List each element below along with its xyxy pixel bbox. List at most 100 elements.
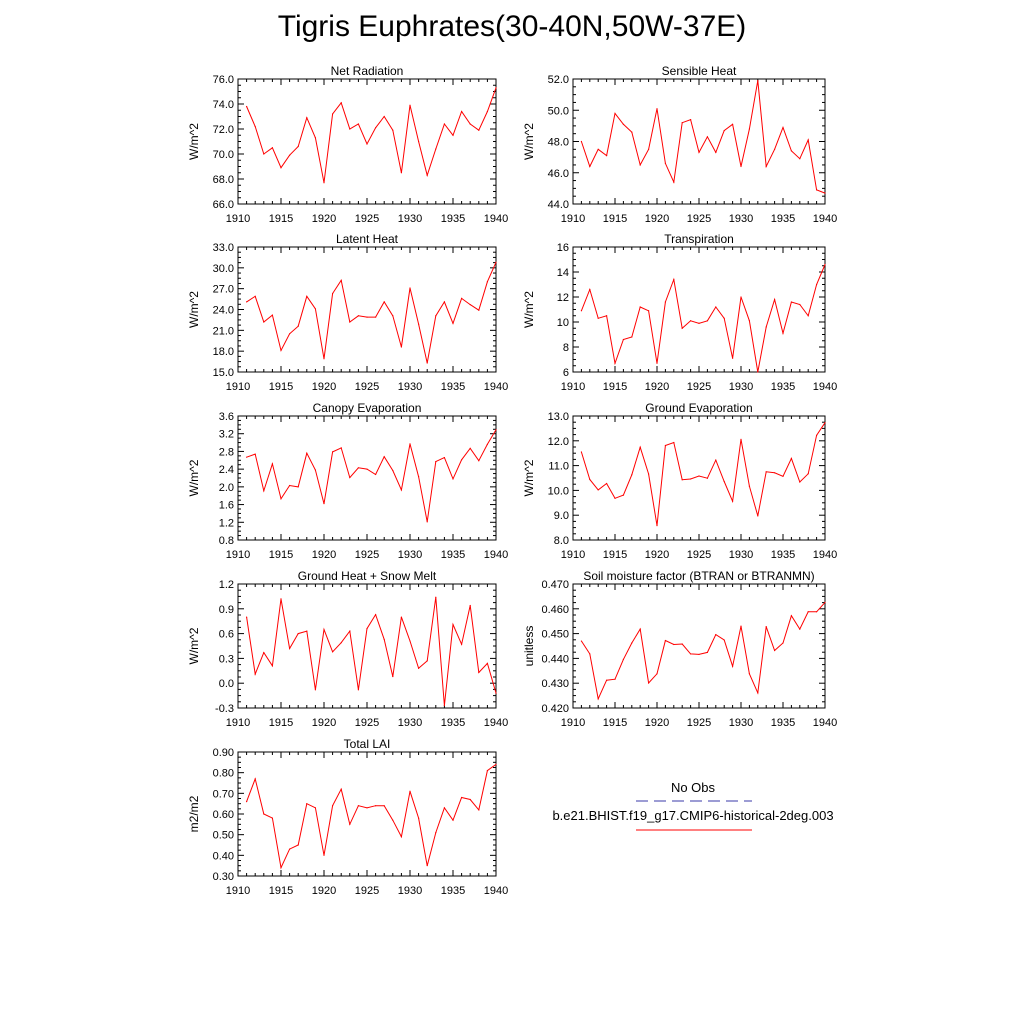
- y-tick-label: 68.0: [213, 174, 234, 186]
- panel-title: Soil moisture factor (BTRAN or BTRANMN): [583, 569, 814, 583]
- data-point: [648, 473, 650, 475]
- data-point: [246, 616, 248, 618]
- data-point: [452, 819, 454, 821]
- y-tick-label: 46.0: [548, 168, 569, 180]
- data-point: [698, 475, 700, 477]
- x-tick-label: 1940: [484, 213, 508, 225]
- data-point: [332, 805, 334, 807]
- data-point: [306, 630, 308, 632]
- data-point: [254, 453, 256, 455]
- data-point: [816, 283, 818, 286]
- data-point: [622, 658, 625, 660]
- y-tick-label: 48.0: [548, 137, 569, 149]
- y-tick-label: 0.90: [213, 747, 234, 759]
- y-tick-label: 66.0: [213, 199, 234, 211]
- chart-panel-4: Transpiration W/m^2 16 14 12 10 8 6 1910 1915 1920…: [522, 232, 837, 393]
- y-tick-label: 0.9: [219, 604, 234, 616]
- data-point: [323, 503, 325, 505]
- data-point: [597, 698, 599, 700]
- x-tick-label: 1920: [645, 717, 669, 729]
- data-point: [706, 651, 709, 654]
- data-point: [664, 301, 667, 303]
- x-tick-label: 1920: [645, 381, 669, 393]
- series-line: [580, 602, 826, 701]
- data-point: [622, 494, 625, 496]
- data-point: [589, 478, 591, 481]
- plot-frame: [572, 246, 826, 373]
- data-point: [478, 129, 480, 131]
- x-tick-label: 1935: [441, 381, 465, 393]
- y-tick-label: 0.8: [219, 535, 234, 547]
- data-point: [409, 790, 411, 792]
- data-point: [383, 805, 385, 807]
- x-tick-label: 1930: [729, 381, 753, 393]
- chart-panel-9: Total LAI m2/m2 0.90 0.80 0.70 0.60 0.50 0.40 0.…: [187, 737, 508, 897]
- x-tick-label: 1935: [441, 213, 465, 225]
- data-point: [418, 667, 420, 669]
- data-point: [765, 471, 767, 473]
- data-point: [400, 346, 402, 348]
- data-point: [306, 117, 308, 119]
- data-point: [254, 673, 256, 675]
- data-point: [631, 642, 633, 644]
- series-line: [246, 763, 497, 870]
- data-point: [622, 338, 625, 341]
- x-tick-label: 1915: [269, 717, 293, 729]
- y-tick-label: 0.40: [213, 850, 234, 862]
- data-point: [631, 474, 633, 476]
- data-point: [375, 316, 377, 318]
- y-tick-label: 12: [557, 292, 569, 304]
- data-point: [418, 140, 420, 143]
- data-point: [790, 615, 793, 617]
- data-point: [435, 596, 437, 598]
- data-point: [664, 162, 667, 164]
- y-axis-title: W/m^2: [522, 123, 536, 160]
- y-tick-label: 0.420: [541, 703, 569, 715]
- data-point: [486, 443, 488, 445]
- x-tick-label: 1910: [561, 381, 585, 393]
- y-tick-label: 0.450: [541, 629, 569, 641]
- data-point: [673, 181, 675, 183]
- data-point: [681, 643, 683, 645]
- data-point: [639, 306, 641, 308]
- data-point: [383, 456, 385, 458]
- data-point: [597, 489, 599, 491]
- x-tick-label: 1925: [355, 213, 379, 225]
- y-tick-label: 2.0: [219, 482, 234, 494]
- y-tick-label: 12.0: [548, 436, 569, 448]
- x-tick-label: 1940: [484, 885, 508, 897]
- panel-title: Ground Heat + Snow Melt: [298, 569, 437, 583]
- data-point: [495, 429, 497, 431]
- data-point: [254, 125, 256, 128]
- data-point: [614, 497, 616, 499]
- x-tick-label: 1925: [687, 717, 711, 729]
- plot-frame: [237, 751, 497, 877]
- data-point: [263, 321, 265, 323]
- x-tick-label: 1915: [269, 549, 293, 561]
- panel-title: Transpiration: [664, 232, 734, 246]
- data-point: [774, 298, 776, 301]
- data-point: [435, 832, 437, 834]
- data-point: [478, 460, 480, 462]
- data-point: [400, 616, 402, 618]
- y-tick-label: 10: [557, 317, 569, 329]
- x-tick-label: 1915: [603, 381, 627, 393]
- data-point: [757, 79, 759, 82]
- data-point: [443, 301, 445, 303]
- data-point: [426, 174, 428, 176]
- data-point: [664, 639, 667, 642]
- x-tick-label: 1910: [561, 717, 585, 729]
- data-point: [757, 515, 759, 517]
- data-point: [765, 165, 767, 168]
- data-point: [340, 447, 342, 449]
- data-point: [280, 167, 282, 169]
- data-point: [807, 473, 809, 475]
- data-point: [314, 308, 316, 310]
- data-point: [681, 122, 683, 124]
- x-tick-label: 1935: [441, 717, 465, 729]
- x-tick-label: 1910: [561, 549, 585, 561]
- y-tick-label: 76.0: [213, 74, 234, 86]
- x-tick-label: 1935: [441, 549, 465, 561]
- y-axis-title: W/m^2: [187, 123, 201, 160]
